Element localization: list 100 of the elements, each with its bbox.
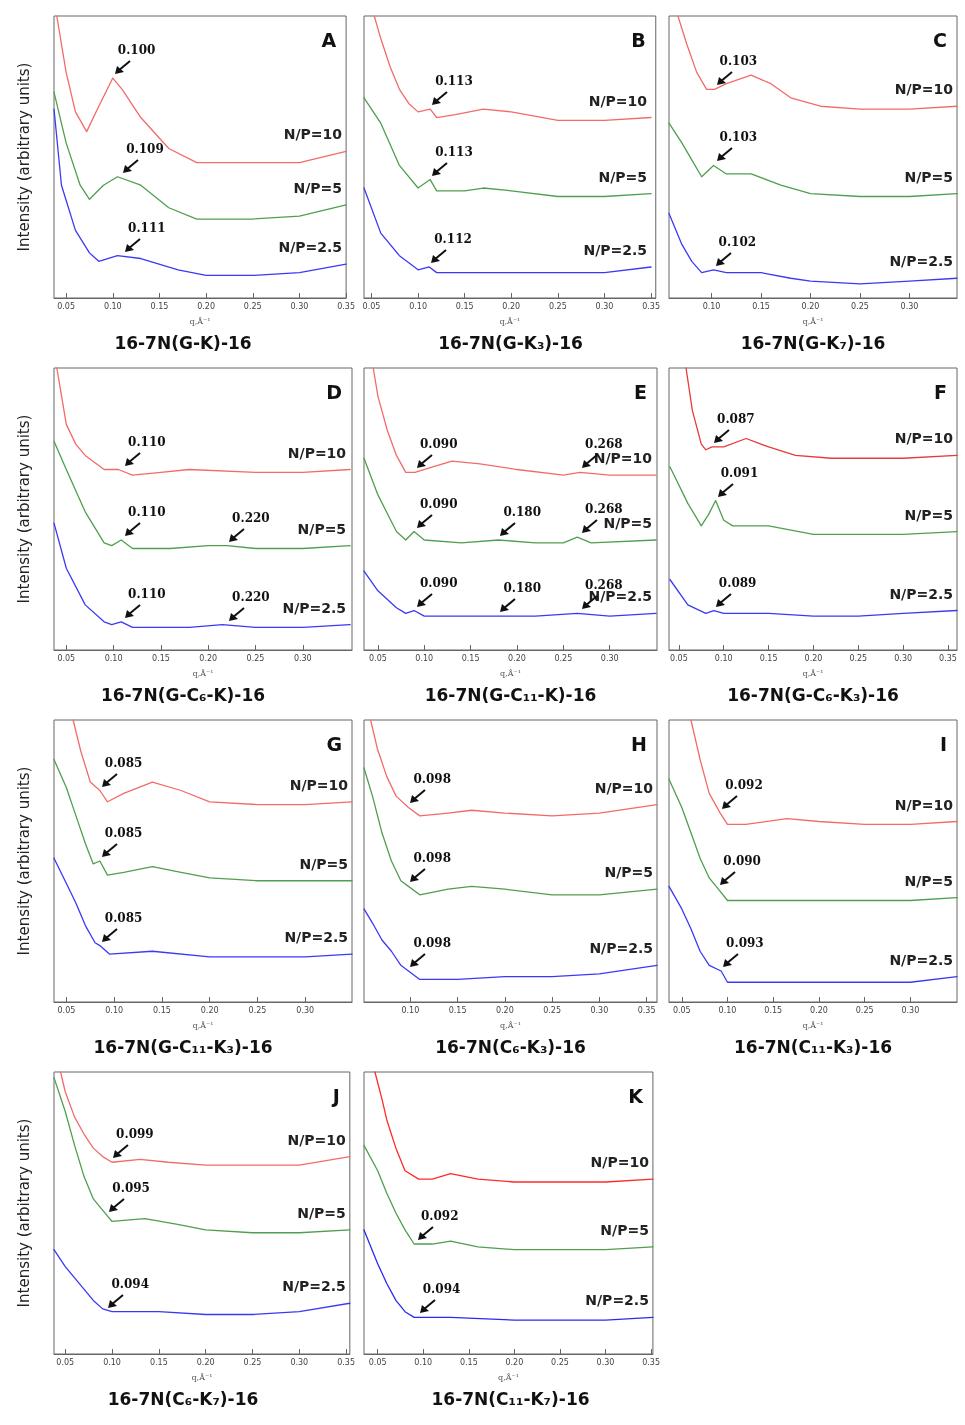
series-label: N/P=10: [593, 450, 653, 467]
text: 16-7N(G-C₆-K)-16: [100, 684, 266, 705]
annotation: 0.100: [117, 43, 156, 58]
series-label: N/P=10: [289, 776, 349, 793]
x-tick-label: 0.15: [461, 653, 480, 663]
text: 16-7N(C₆-K₇)-16: [107, 1388, 259, 1409]
x-axis-title: q,Å⁻¹: [498, 1372, 519, 1382]
series-label: N/P=2.5: [585, 1292, 649, 1309]
series-label: N/P=5: [604, 864, 653, 881]
text: 16-7N(G-K₃)-16: [438, 332, 583, 353]
annotation: 0.098: [413, 772, 451, 787]
x-tick-label: 0.15: [759, 653, 778, 663]
x-axis-title: q,Å⁻¹: [802, 668, 824, 678]
x-tick-label: 0.10: [103, 1357, 121, 1367]
x-tick-label: 0.05: [369, 653, 387, 663]
x-tick-label: 0.15: [459, 1357, 478, 1367]
annotation: 0.112: [434, 231, 472, 246]
series-label: N/P=10: [588, 92, 648, 109]
annotation: 0.111: [128, 220, 166, 235]
series-label: N/P=5: [293, 179, 343, 196]
annotation: 0.092: [420, 1209, 459, 1224]
annotation: G: [326, 732, 342, 755]
annotation: 0.093: [726, 935, 764, 950]
text: 16-7N(G-C₁₁-K)-16: [424, 684, 597, 705]
annotation: 0.089: [718, 575, 757, 590]
annotation: 0.268: [585, 502, 623, 517]
x-axis-title: q,Å⁻¹: [802, 1020, 824, 1030]
x-axis-title: q,Å⁻¹: [499, 316, 521, 326]
x-tick-label: 0.10: [409, 301, 427, 311]
annotation: 0.090: [723, 854, 761, 869]
x-tick-label: 0.30: [596, 1357, 615, 1367]
x-tick-label: 0.25: [543, 1005, 561, 1015]
x-axis-title: q,Å⁻¹: [500, 668, 521, 678]
series-label: N/P=10: [894, 81, 954, 98]
x-axis-title: q,Å⁻¹: [192, 1020, 214, 1030]
annotation: I: [939, 732, 947, 755]
x-tick-label: 0.30: [595, 301, 614, 311]
annotation: H: [631, 732, 647, 755]
annotation: 0.085: [104, 755, 143, 770]
series-label: N/P=2.5: [889, 585, 953, 602]
x-tick-label: 0.05: [57, 1005, 76, 1015]
x-tick-label: 0.35: [939, 653, 957, 663]
annotation: 0.109: [126, 141, 164, 156]
annotation: 0.094: [111, 1276, 150, 1291]
x-tick-label: 0.15: [152, 653, 170, 663]
annotation: 0.094: [422, 1282, 461, 1297]
x-tick-label: 0.35: [337, 301, 355, 311]
x-tick-label: 0.10: [104, 653, 123, 663]
x-tick-label: 0.15: [752, 301, 770, 311]
x-tick-label: 0.30: [600, 653, 619, 663]
x-tick-label: 0.10: [718, 1005, 737, 1015]
x-tick-label: 0.35: [637, 1005, 656, 1015]
x-tick-label: 0.25: [548, 301, 567, 311]
x-axis-title: q,Å⁻¹: [802, 316, 824, 326]
series-label: N/P=2.5: [284, 929, 348, 946]
x-tick-label: 0.25: [851, 301, 869, 311]
x-tick-label: 0.10: [401, 1005, 420, 1015]
series-label: N/P=5: [600, 1221, 649, 1238]
annotation: J: [330, 1084, 340, 1107]
x-tick-label: 0.30: [900, 301, 919, 311]
series-label: N/P=2.5: [282, 599, 347, 616]
x-tick-label: 0.20: [502, 301, 521, 311]
x-tick-label: 0.35: [642, 1357, 660, 1367]
x-tick-label: 0.05: [57, 653, 76, 663]
series-label: N/P=5: [603, 515, 653, 532]
x-tick-label: 0.05: [56, 1357, 75, 1367]
y-axis-title: Intensity (arbitrary units): [15, 414, 33, 604]
x-tick-label: 0.10: [415, 653, 434, 663]
x-tick-label: 0.25: [246, 653, 265, 663]
text: 16-7N(G-K₇)-16: [740, 332, 886, 353]
annotation: 0.095: [112, 1180, 150, 1195]
x-tick-label: 0.10: [103, 301, 122, 311]
x-tick-label: 0.20: [196, 1357, 215, 1367]
x-tick-label: 0.30: [901, 1005, 920, 1015]
annotation: 0.102: [718, 234, 757, 249]
series-label: N/P=2.5: [282, 1278, 346, 1295]
x-tick-label: 0.10: [414, 1357, 433, 1367]
x-tick-label: 0.15: [149, 1357, 168, 1367]
text: 16-7N(C₁₁-K₃)-16: [733, 1036, 893, 1057]
x-tick-label: 0.15: [153, 1005, 171, 1015]
text: 16-7N(G-C₆-K₃)-16: [727, 684, 899, 705]
series-label: N/P=10: [287, 444, 347, 461]
series-label: N/P=5: [904, 872, 953, 889]
x-tick-label: 0.20: [801, 301, 820, 311]
x-tick-label: 0.30: [590, 1005, 609, 1015]
annotation: D: [326, 380, 342, 403]
annotation: 0.098: [413, 851, 451, 866]
annotation: K: [628, 1084, 645, 1107]
x-tick-label: 0.30: [293, 653, 312, 663]
x-tick-label: 0.20: [505, 1357, 524, 1367]
x-tick-label: 0.10: [702, 301, 721, 311]
x-tick-label: 0.20: [199, 653, 218, 663]
series-label: N/P=2.5: [889, 253, 953, 270]
annotation: 0.087: [717, 411, 755, 426]
annotation: 0.085: [104, 910, 143, 925]
text: 16-7N(G-K)-16: [114, 332, 252, 353]
annotation: F: [934, 380, 947, 403]
x-tick-label: 0.20: [810, 1005, 828, 1015]
x-tick-label: 0.35: [337, 1357, 355, 1367]
series-label: N/P=10: [590, 1154, 650, 1171]
